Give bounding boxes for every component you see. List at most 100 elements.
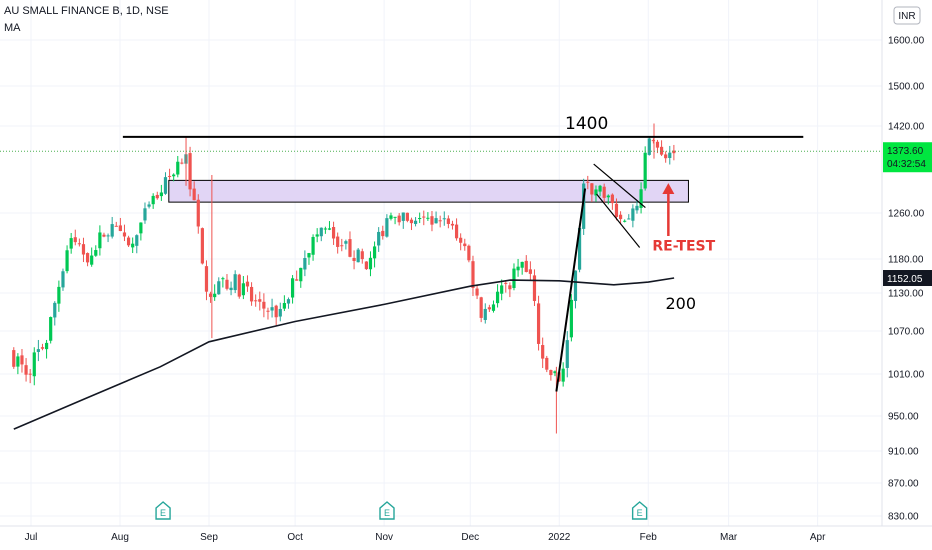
candle-body bbox=[73, 237, 77, 243]
candle-body bbox=[118, 225, 122, 232]
candle-body bbox=[20, 355, 24, 365]
candle-body bbox=[545, 357, 549, 370]
candle-body bbox=[336, 236, 340, 247]
candle-body bbox=[217, 281, 221, 295]
candle-body bbox=[614, 203, 619, 217]
candle-body bbox=[479, 297, 483, 318]
candle-body bbox=[57, 286, 61, 304]
candle-body bbox=[90, 255, 94, 265]
candle-body bbox=[377, 231, 381, 246]
candle-body bbox=[49, 317, 53, 341]
candle-body bbox=[352, 257, 356, 262]
candle-body bbox=[32, 352, 36, 377]
candle-body bbox=[569, 299, 573, 338]
candle-body bbox=[610, 194, 614, 204]
resistance-label: 1400 bbox=[565, 114, 608, 134]
candle-body bbox=[143, 208, 147, 221]
currency-badge[interactable]: INR bbox=[893, 6, 921, 25]
candle-body bbox=[274, 305, 278, 318]
candle-body bbox=[266, 310, 270, 312]
y-tick-label: 1010.00 bbox=[888, 370, 925, 381]
candle-body bbox=[553, 371, 557, 374]
candle-body bbox=[536, 303, 541, 344]
candle-body bbox=[163, 177, 168, 194]
symbol-title[interactable]: AU SMALL FINANCE B, 1D, NSE bbox=[4, 5, 169, 17]
candle-body bbox=[241, 283, 245, 296]
arrow-head bbox=[662, 183, 675, 194]
candle-body bbox=[483, 308, 487, 320]
time-axis[interactable]: Jul Aug Sep Oct Nov Dec 2022 Feb Mar Apr bbox=[0, 525, 932, 543]
candle-body bbox=[643, 152, 647, 189]
currency-badge-text: INR bbox=[898, 11, 915, 22]
candle-body bbox=[475, 288, 479, 296]
indicator-legend[interactable]: MA bbox=[4, 22, 21, 34]
candle-body bbox=[262, 301, 266, 309]
candle-body bbox=[319, 227, 323, 237]
candle-body bbox=[463, 243, 467, 247]
earnings-marker[interactable]: E bbox=[155, 501, 171, 520]
grid bbox=[0, 0, 882, 526]
candle-body bbox=[344, 241, 348, 244]
y-tick-label: 910.00 bbox=[888, 447, 919, 458]
candle-body bbox=[532, 275, 537, 301]
candle-body bbox=[323, 228, 327, 230]
candle-body bbox=[139, 222, 143, 234]
x-tick-label: Jul bbox=[25, 532, 38, 543]
candle-body bbox=[512, 268, 516, 289]
candle-body bbox=[635, 205, 639, 211]
x-tick-label: Sep bbox=[200, 532, 218, 543]
breakout-trendline bbox=[555, 188, 587, 392]
candle-body bbox=[409, 219, 414, 224]
candle-body bbox=[40, 347, 45, 349]
candle-body bbox=[360, 251, 364, 260]
candle-body bbox=[541, 345, 545, 359]
candle-body bbox=[147, 204, 151, 207]
candle-body bbox=[270, 307, 274, 311]
candle-body bbox=[151, 195, 155, 205]
candle-body bbox=[295, 279, 299, 281]
candle-body bbox=[573, 270, 578, 301]
candle-body bbox=[188, 153, 192, 190]
candle-body bbox=[368, 257, 373, 270]
candle-body bbox=[397, 215, 401, 223]
candle-body bbox=[258, 299, 262, 302]
candle-body bbox=[315, 234, 319, 237]
candle-body bbox=[504, 282, 508, 284]
candle-body bbox=[450, 223, 455, 226]
candle-body bbox=[299, 267, 303, 282]
earnings-marker[interactable]: E bbox=[379, 501, 395, 520]
candle-body bbox=[401, 212, 405, 221]
candle-body bbox=[348, 239, 352, 257]
candle-body bbox=[655, 141, 660, 148]
retest-label: RE-TEST bbox=[652, 238, 715, 254]
candle-body bbox=[561, 368, 565, 382]
ma-200-line bbox=[13, 277, 675, 430]
candle-body bbox=[524, 260, 528, 272]
y-tick-label: 1600.00 bbox=[888, 36, 925, 47]
earnings-marker[interactable]: E bbox=[631, 501, 648, 520]
earnings-letter: E bbox=[637, 508, 643, 518]
candle-body bbox=[114, 225, 118, 227]
candle-body bbox=[102, 234, 106, 237]
countdown-label: 04:32:54 bbox=[887, 159, 926, 170]
y-tick-label: 1500.00 bbox=[888, 82, 925, 93]
earnings-icon bbox=[155, 501, 171, 520]
candle-body bbox=[618, 214, 623, 220]
price-axis[interactable]: 1600.00 1500.00 1420.00 1260.00 1180.00 1130.… bbox=[881, 0, 925, 526]
candle-body bbox=[98, 232, 102, 249]
y-tick-label: 1130.00 bbox=[888, 289, 924, 300]
channel-lower-line bbox=[596, 193, 641, 248]
candle-body bbox=[69, 238, 73, 249]
candle-body bbox=[221, 278, 225, 280]
candle-body bbox=[549, 370, 553, 376]
candle-body bbox=[639, 189, 643, 208]
candle-body bbox=[213, 293, 217, 298]
candle-body bbox=[356, 249, 360, 263]
candle-body bbox=[627, 218, 631, 220]
ma-annotation-label: 200 bbox=[665, 294, 696, 313]
candle-body bbox=[664, 154, 668, 159]
candle-body bbox=[393, 216, 397, 218]
candle-body bbox=[659, 146, 664, 155]
candle-body bbox=[413, 220, 418, 224]
